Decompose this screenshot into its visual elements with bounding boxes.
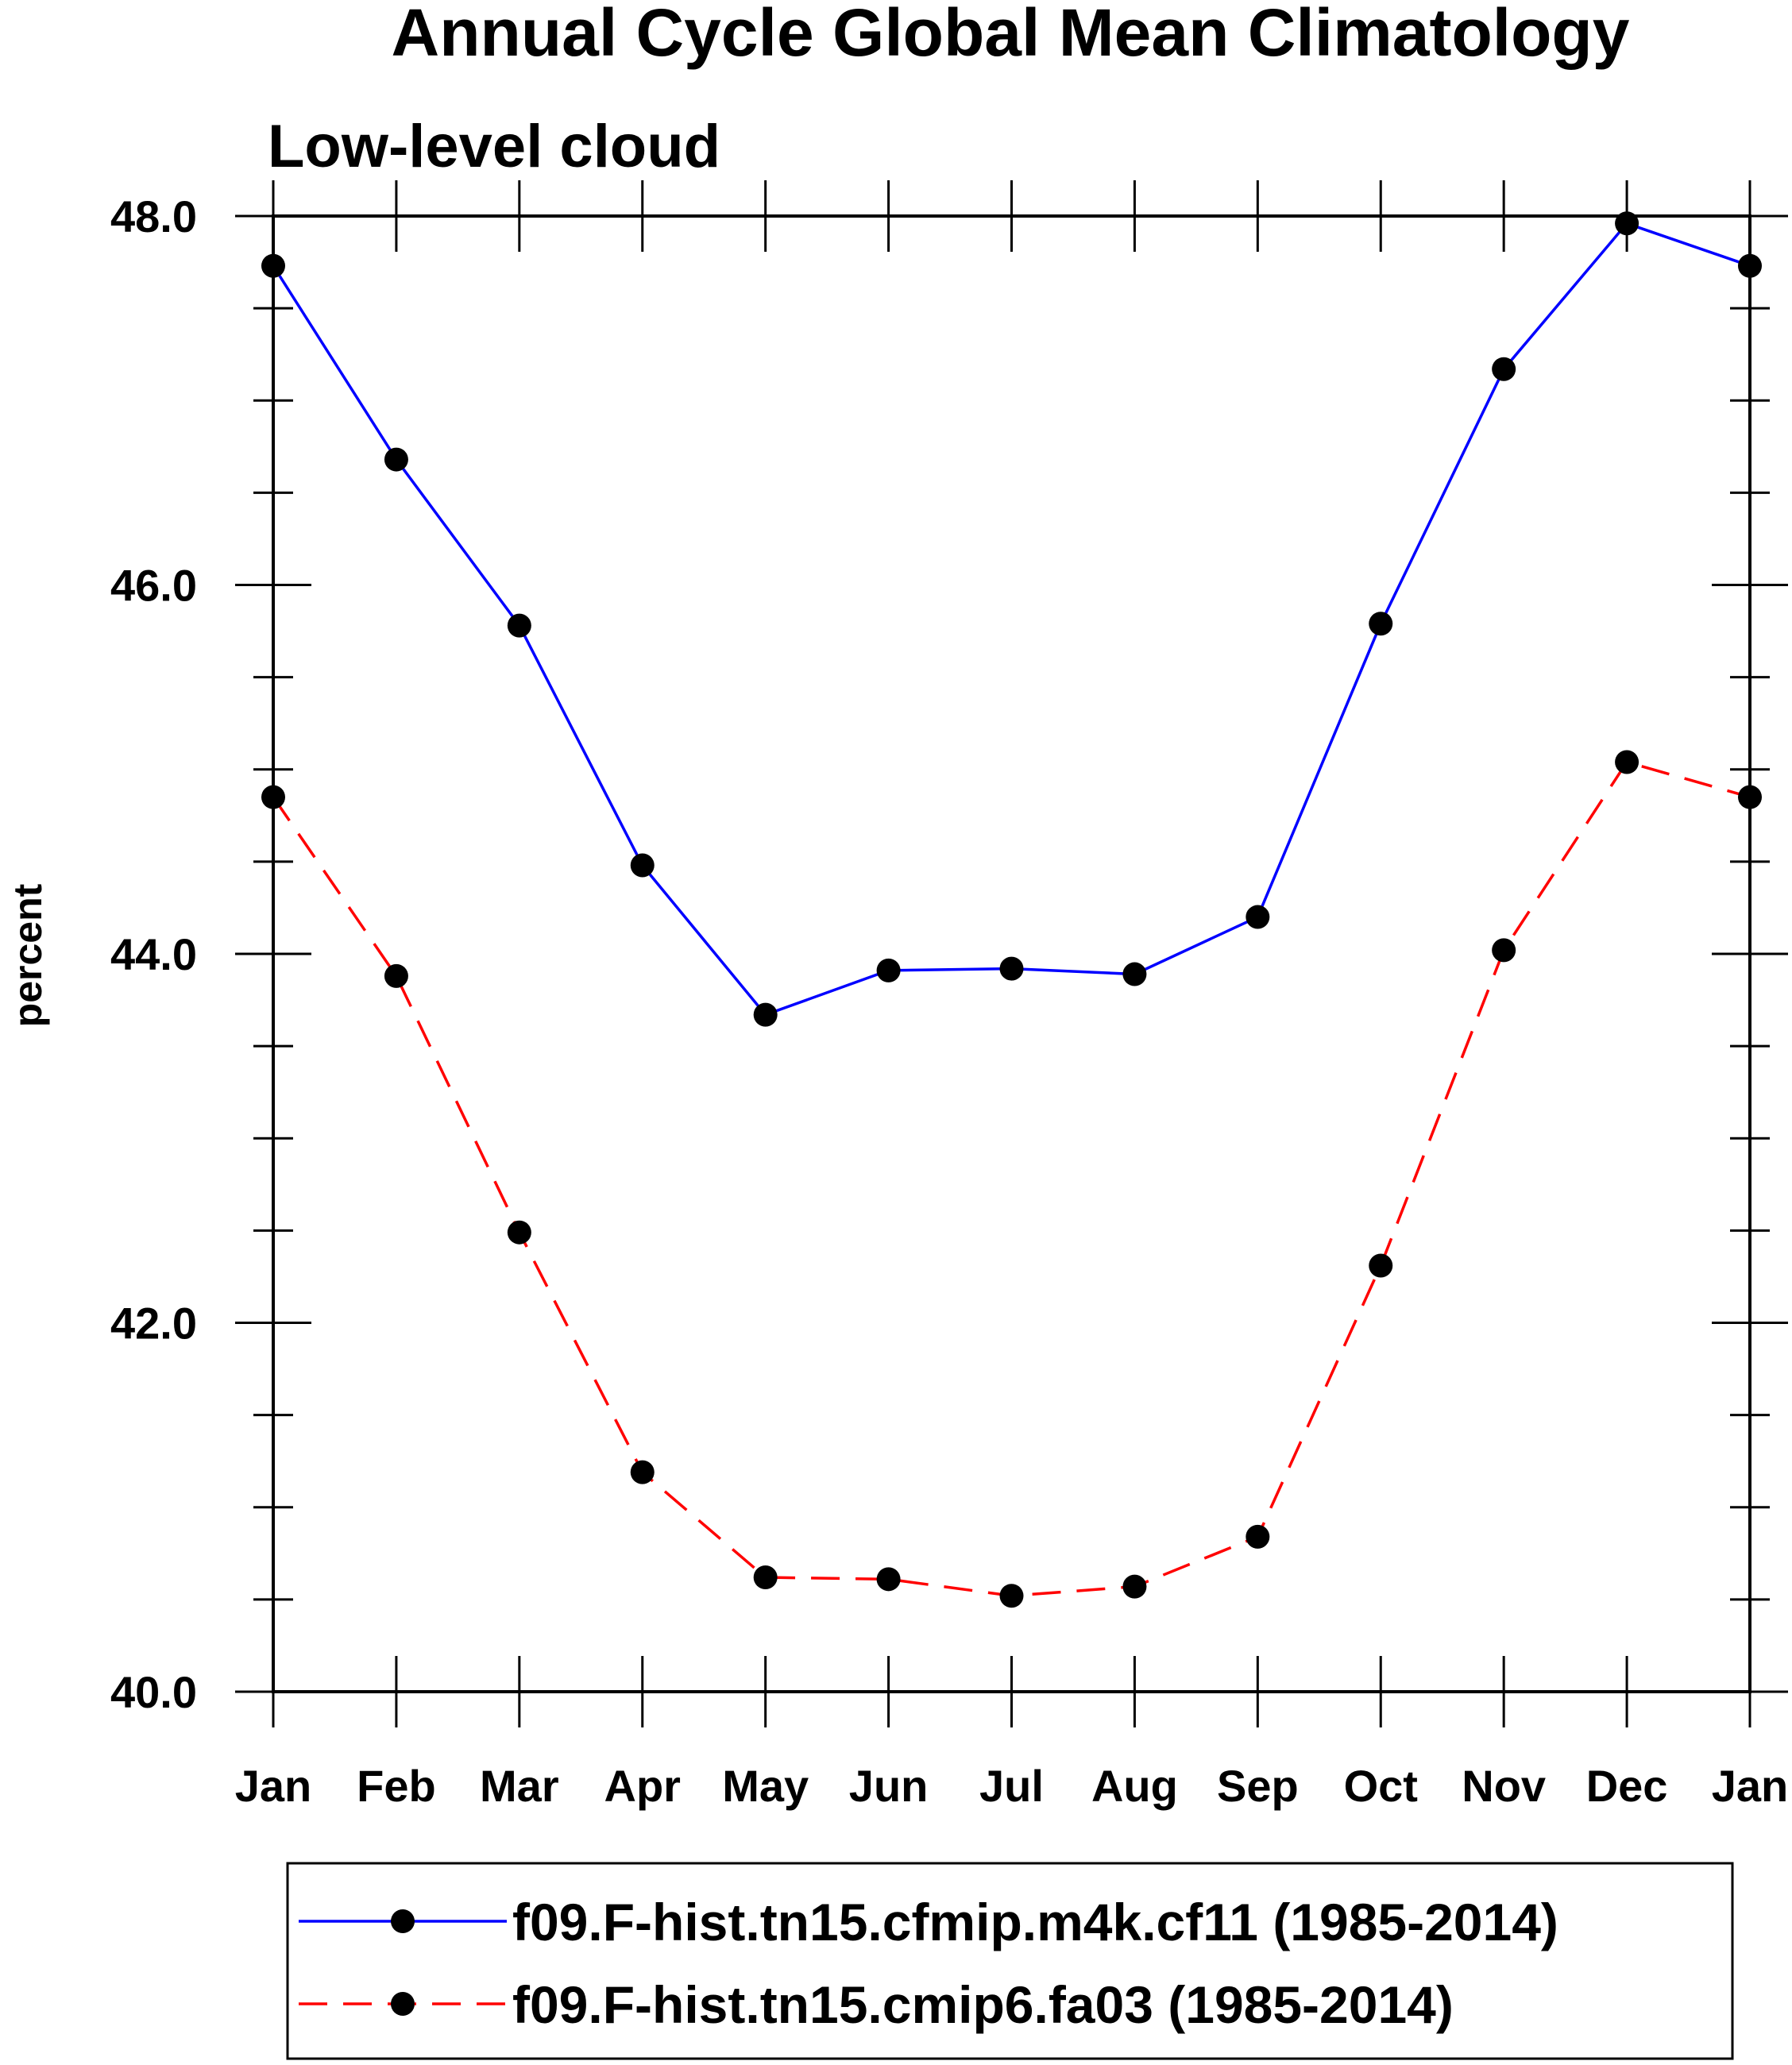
x-tick-label: May (722, 1761, 809, 1811)
data-point-series-2 (384, 963, 408, 988)
data-point-series-2 (1738, 785, 1762, 809)
legend-marker-2 (391, 1992, 415, 2016)
data-point-series-2 (1615, 750, 1639, 774)
series-layer (261, 211, 1762, 1608)
data-point-series-1 (384, 447, 408, 472)
data-point-series-1 (630, 853, 655, 878)
x-tick-label: Jul (979, 1761, 1044, 1811)
data-point-series-2 (1246, 1524, 1270, 1549)
y-tick-label: 48.0 (110, 191, 197, 241)
chart-subtitle: Low-level cloud (268, 113, 720, 180)
data-point-series-2 (753, 1565, 778, 1590)
data-point-series-1 (999, 956, 1024, 981)
data-point-series-2 (1369, 1253, 1393, 1278)
x-tick-label: Dec (1586, 1761, 1668, 1811)
data-point-series-1 (1369, 612, 1393, 636)
y-tick-label: 42.0 (110, 1299, 197, 1349)
chart-title: Annual Cycle Global Mean Climatology (392, 0, 1630, 70)
axis-tick-labels: 40.0 42.0 44.0 46.0 48.0 Jan Feb Mar Apr May Jun Ju… (110, 191, 1788, 1811)
data-point-series-1 (261, 253, 285, 278)
x-tick-label: Sep (1217, 1761, 1299, 1811)
data-point-series-1 (1246, 905, 1270, 929)
x-tick-label: Nov (1462, 1761, 1546, 1811)
data-point-series-2 (1492, 938, 1516, 963)
axis-ticks (235, 180, 1788, 1727)
y-tick-label: 46.0 (110, 561, 197, 611)
data-point-series-1 (876, 958, 901, 982)
series-line-2 (272, 760, 1751, 1597)
legend-marker-1 (391, 1909, 415, 1933)
x-tick-label: Jan (1712, 1761, 1789, 1811)
x-tick-label: Aug (1091, 1761, 1178, 1811)
legend-box (286, 1862, 1734, 2060)
data-point-series-1 (1738, 253, 1762, 278)
data-point-series-2 (1122, 1574, 1147, 1599)
x-tick-label: Oct (1344, 1761, 1418, 1811)
y-tick-label: 44.0 (110, 929, 197, 979)
plot-frame (272, 214, 1751, 1693)
x-tick-label: Jan (235, 1761, 312, 1811)
y-tick-label: 40.0 (110, 1667, 197, 1717)
data-point-series-1 (753, 1002, 778, 1027)
data-point-series-2 (261, 785, 285, 809)
x-tick-label: Apr (604, 1761, 681, 1811)
data-point-series-1 (507, 613, 531, 638)
y-axis-label: percent (6, 883, 50, 1027)
data-point-series-2 (507, 1220, 531, 1245)
x-tick-label: Mar (480, 1761, 559, 1811)
legend-label-1: f09.F-hist.tn15.cfmip.m4k.cf11 (1985-201… (512, 1893, 1558, 1951)
data-point-series-2 (876, 1567, 901, 1592)
data-point-series-1 (1122, 962, 1147, 986)
data-point-series-1 (1492, 357, 1516, 381)
series-line-1 (272, 222, 1751, 1017)
x-tick-label: Jun (849, 1761, 929, 1811)
data-point-series-2 (999, 1584, 1024, 1608)
data-point-series-1 (1615, 211, 1639, 236)
legend: f09.F-hist.tn15.cfmip.m4k.cf11 (1985-201… (299, 1893, 1558, 2034)
data-point-series-2 (630, 1460, 655, 1484)
x-tick-label: Feb (357, 1761, 436, 1811)
legend-label-2: f09.F-hist.tn15.cmip6.fa03 (1985-2014) (512, 1975, 1454, 2034)
